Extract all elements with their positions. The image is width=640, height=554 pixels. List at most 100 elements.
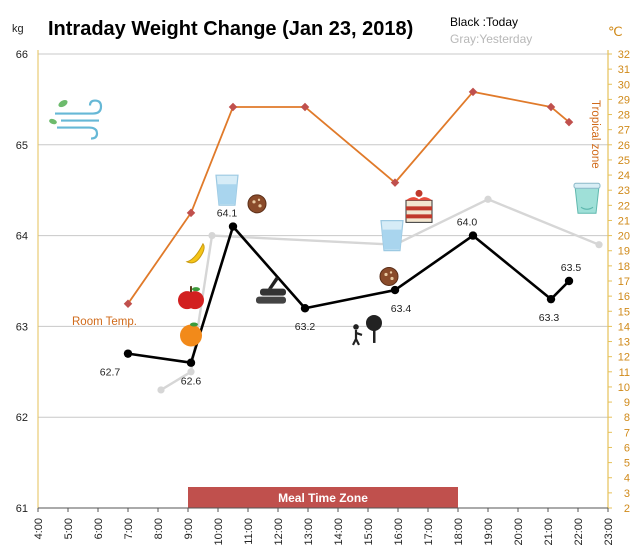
yogurt-cup-icon <box>573 182 601 214</box>
right-tick-label: 15 <box>618 306 630 318</box>
right-tick-label: 25 <box>618 155 630 167</box>
right-tick-label: 32 <box>618 49 630 61</box>
x-tick-label: 6:00 <box>93 518 105 539</box>
point-room-temp <box>300 102 310 112</box>
point-yesterday <box>187 368 195 376</box>
cookie-icon <box>379 266 399 286</box>
right-tick-label: 14 <box>618 321 630 333</box>
point-today <box>123 349 133 358</box>
x-tick-label: 5:00 <box>63 518 75 539</box>
data-label: 63.4 <box>391 303 412 315</box>
axes: 6162636465662345678910111213141516171819… <box>16 49 630 546</box>
right-tick-label: 3 <box>624 488 630 500</box>
x-tick-label: 22:00 <box>573 518 585 546</box>
gardener-icon <box>352 314 382 346</box>
point-room-temp <box>123 299 133 308</box>
data-labels: 62.7 62.6 64.1 63.2 63.4 64.0 63.3 63.5 <box>100 208 582 388</box>
right-axis-unit: ℃ <box>608 24 623 39</box>
gridlines <box>38 53 608 418</box>
point-yesterday <box>157 386 165 394</box>
cookie-icon <box>247 194 267 214</box>
x-tick-label: 23:00 <box>603 518 615 546</box>
x-tick-label: 15:00 <box>363 518 375 546</box>
room-temp-label: Room Temp. <box>72 316 137 328</box>
left-axis-unit: kg <box>12 23 24 35</box>
right-tick-label: 21 <box>618 215 630 227</box>
point-today <box>468 231 478 240</box>
point-today <box>300 304 310 313</box>
right-tick-label: 28 <box>618 110 630 122</box>
right-tick-label: 6 <box>624 442 630 454</box>
chart-title: Intraday Weight Change (Jan 23, 2018) <box>48 18 413 40</box>
x-tick-label: 17:00 <box>423 518 435 546</box>
point-today <box>228 222 238 231</box>
right-tick-label: 16 <box>618 291 630 303</box>
icons-layer <box>49 99 601 347</box>
data-label: 64.1 <box>217 208 238 220</box>
right-tick-label: 19 <box>618 246 630 258</box>
point-room-temp <box>468 87 478 97</box>
water-glass-icon <box>215 174 239 206</box>
cake-icon <box>405 189 433 223</box>
x-tick-label: 20:00 <box>513 518 525 546</box>
right-tick-label: 20 <box>618 231 630 243</box>
right-tick-label: 7 <box>624 427 630 439</box>
right-tick-label: 9 <box>624 397 630 409</box>
orange-icon <box>180 322 202 347</box>
data-label: 64.0 <box>457 217 478 229</box>
tropical-zone-label: Tropical zone <box>589 100 601 169</box>
data-label: 62.7 <box>100 367 121 379</box>
apple-icon <box>178 286 204 310</box>
wind-icon <box>49 99 103 140</box>
right-tick-label: 30 <box>618 79 630 91</box>
x-tick-label: 18:00 <box>453 518 465 546</box>
right-tick-label: 4 <box>624 473 630 485</box>
point-today <box>186 358 196 367</box>
banana-icon <box>185 242 205 264</box>
data-label: 63.5 <box>561 262 582 274</box>
right-tick-label: 5 <box>624 458 630 470</box>
data-label: 63.2 <box>295 321 316 333</box>
point-yesterday <box>484 195 492 203</box>
x-tick-label: 8:00 <box>153 518 165 539</box>
x-tick-label: 7:00 <box>123 518 135 539</box>
right-tick-label: 8 <box>624 412 630 424</box>
point-yesterday <box>595 241 603 249</box>
x-tick-label: 16:00 <box>393 518 405 546</box>
point-room-temp <box>228 102 238 112</box>
right-tick-label: 27 <box>618 125 630 137</box>
right-tick-label: 26 <box>618 140 630 152</box>
series-layer <box>123 87 603 394</box>
x-tick-label: 12:00 <box>273 518 285 546</box>
x-tick-label: 21:00 <box>543 518 555 546</box>
x-tick-label: 10:00 <box>213 518 225 546</box>
right-tick-label: 12 <box>618 352 630 364</box>
left-tick-label: 61 <box>16 503 28 515</box>
right-tick-label: 23 <box>618 185 630 197</box>
right-tick-label: 22 <box>618 200 630 212</box>
meal-time-zone-label: Meal Time Zone <box>278 491 368 505</box>
left-tick-label: 62 <box>16 412 28 424</box>
series-line-room-temp <box>127 90 570 305</box>
right-tick-label: 31 <box>618 64 630 76</box>
right-tick-label: 18 <box>618 261 630 273</box>
point-today <box>564 276 574 286</box>
left-tick-label: 63 <box>16 321 28 333</box>
legend-today: Black :Today <box>450 15 518 29</box>
x-tick-label: 9:00 <box>183 518 195 539</box>
x-tick-label: 11:00 <box>243 518 255 545</box>
point-yesterday <box>208 232 216 240</box>
data-label: 62.6 <box>181 376 202 388</box>
series-line-yesterday <box>160 198 600 391</box>
point-today <box>390 285 400 295</box>
right-tick-label: 17 <box>618 276 630 288</box>
point-room-temp <box>186 208 196 218</box>
right-tick-label: 10 <box>618 382 630 394</box>
left-tick-label: 65 <box>16 140 28 152</box>
point-today <box>546 294 556 304</box>
legend-yesterday: Gray:Yesterday <box>450 32 532 46</box>
right-tick-label: 13 <box>618 337 630 349</box>
left-tick-label: 64 <box>16 231 28 243</box>
x-tick-label: 14:00 <box>333 518 345 546</box>
